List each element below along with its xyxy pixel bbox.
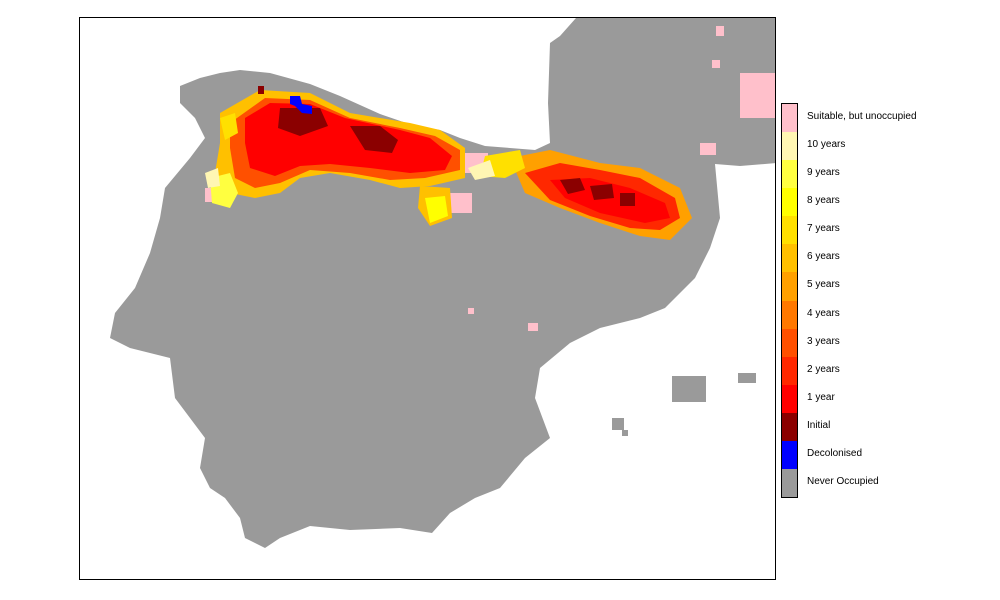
legend-swatch [782,104,797,133]
legend-label: Never Occupied [807,475,879,487]
legend-label: 5 years [807,279,840,291]
legend-label: 8 years [807,195,840,207]
legend-swatch [782,216,797,245]
legend-swatch [782,412,797,442]
legend-swatch [782,272,797,301]
legend-swatch [782,244,797,273]
legend-label: 1 year [807,391,835,403]
legend-swatch [782,300,797,330]
legend-swatch [782,328,797,358]
iberia-map [110,18,775,548]
spread-cluster-east [418,150,692,240]
legend-label: 6 years [807,251,840,263]
legend-label: 10 years [807,139,846,151]
spread-cluster-north [205,86,465,208]
legend-swatch [782,384,797,414]
legend-label: Decolonised [807,447,863,459]
legend-swatch [782,188,797,217]
legend-label: Suitable, but unoccupied [807,111,917,123]
legend-label: 7 years [807,223,840,235]
legend-label: Initial [807,419,831,431]
legend-swatch [782,132,797,161]
island-mallorca [672,376,706,402]
legend-label: 9 years [807,167,840,179]
map-panel [79,17,776,580]
legend-swatch [782,440,797,470]
island-small [622,430,628,436]
iberia-landmass [110,18,775,548]
legend-label: 2 years [807,363,840,375]
legend-label: 4 years [807,307,840,319]
island-menorca [738,373,756,383]
legend-label: 3 years [807,335,840,347]
legend-swatch [782,356,797,386]
suitable-unoccupied-cells [205,26,775,331]
legend-swatch [782,160,797,189]
legend-colorbar [781,103,798,498]
island-ibiza [612,418,624,430]
legend-swatch [782,468,797,498]
